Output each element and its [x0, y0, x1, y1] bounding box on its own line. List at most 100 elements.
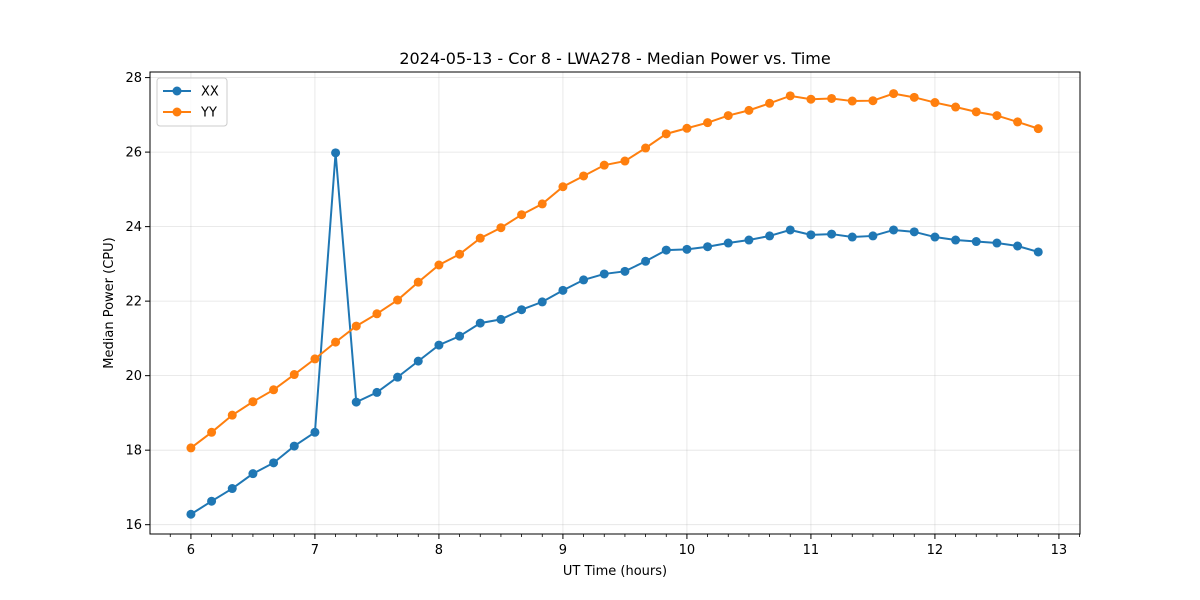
data-point-xx: [641, 256, 651, 266]
legend-label-xx: XX: [201, 85, 219, 100]
data-point-xx: [310, 427, 320, 437]
data-point-xx: [227, 484, 237, 494]
data-point-yy: [992, 111, 1002, 121]
data-point-yy: [393, 295, 403, 305]
data-point-xx: [537, 297, 547, 307]
data-point-xx: [971, 237, 981, 247]
data-point-yy: [723, 111, 733, 121]
legend: XX YY: [156, 77, 228, 127]
x-tick-label: 7: [311, 543, 319, 558]
y-tick-label: 16: [125, 518, 142, 533]
series-line-xx: [190, 152, 1039, 516]
data-point-yy: [186, 443, 196, 453]
data-point-yy: [661, 129, 671, 139]
data-point-yy: [434, 260, 444, 270]
data-point-yy: [496, 223, 506, 233]
data-point-yy: [1033, 124, 1043, 134]
y-tick-label: 20: [125, 369, 142, 384]
data-point-yy: [558, 182, 568, 192]
data-point-xx: [289, 441, 299, 451]
data-point-yy: [579, 171, 589, 181]
data-point-xx: [248, 469, 258, 479]
data-point-xx: [703, 242, 713, 252]
data-point-yy: [372, 309, 382, 319]
data-point-xx: [744, 235, 754, 245]
legend-label-yy: YY: [200, 106, 217, 121]
data-point-xx: [455, 331, 465, 341]
data-point-xx: [992, 238, 1002, 248]
legend-marker-yy: [172, 107, 182, 117]
data-point-xx: [661, 245, 671, 255]
data-point-yy: [248, 397, 258, 407]
data-point-yy: [475, 233, 485, 243]
data-point-yy: [1013, 117, 1023, 127]
data-point-xx: [868, 231, 878, 241]
legend-marker-xx: [172, 86, 182, 96]
x-tick-label: 10: [679, 543, 696, 558]
data-point-xx: [889, 225, 899, 235]
grid-layer: [150, 72, 1080, 534]
data-point-yy: [351, 321, 361, 331]
data-point-yy: [930, 98, 940, 108]
data-point-xx: [207, 496, 217, 506]
data-point-xx: [847, 232, 857, 242]
x-tick-label: 13: [1051, 543, 1068, 558]
data-point-yy: [703, 118, 713, 128]
series-yy: [186, 89, 1043, 453]
data-point-yy: [537, 199, 547, 209]
data-point-xx: [186, 509, 196, 519]
data-point-yy: [620, 156, 630, 166]
data-point-yy: [744, 105, 754, 115]
data-point-xx: [909, 227, 919, 237]
data-point-xx: [372, 387, 382, 397]
data-point-yy: [868, 96, 878, 106]
data-point-yy: [682, 123, 692, 133]
data-point-xx: [599, 269, 609, 279]
data-point-yy: [951, 102, 961, 112]
data-point-yy: [806, 94, 816, 104]
data-point-xx: [558, 285, 568, 295]
x-axis-label: UT Time (hours): [563, 564, 667, 579]
data-point-xx: [723, 238, 733, 248]
data-point-yy: [289, 370, 299, 380]
data-point-yy: [269, 385, 279, 395]
y-tick-label: 28: [125, 71, 142, 86]
data-point-xx: [951, 235, 961, 245]
data-point-xx: [517, 305, 527, 315]
data-point-xx: [765, 231, 775, 241]
data-point-xx: [620, 266, 630, 276]
data-point-yy: [455, 249, 465, 259]
data-point-yy: [971, 107, 981, 117]
data-point-yy: [517, 210, 527, 220]
ticks-layer: 6 7 8 9 10 11 12 13 16 18 20 22 24 26 28: [125, 71, 1080, 558]
x-tick-label: 6: [187, 543, 195, 558]
data-point-xx: [434, 340, 444, 350]
x-tick-label: 8: [435, 543, 443, 558]
data-point-xx: [475, 318, 485, 328]
y-tick-label: 26: [125, 146, 142, 161]
data-point-xx: [351, 397, 361, 407]
x-tick-label: 9: [559, 543, 567, 558]
data-point-xx: [827, 229, 837, 239]
data-point-yy: [785, 91, 795, 101]
data-point-yy: [599, 160, 609, 170]
plot-frame: [149, 71, 1081, 535]
data-point-yy: [909, 92, 919, 102]
data-point-xx: [785, 225, 795, 235]
data-point-xx: [1013, 241, 1023, 251]
data-point-yy: [889, 89, 899, 99]
chart-title: 2024-05-13 - Cor 8 - LWA278 - Median Pow…: [399, 49, 830, 68]
data-point-yy: [827, 93, 837, 103]
data-point-xx: [806, 230, 816, 240]
data-point-xx: [413, 356, 423, 366]
data-point-xx: [269, 458, 279, 468]
data-point-xx: [1033, 247, 1043, 257]
data-point-yy: [413, 277, 423, 287]
data-point-xx: [930, 232, 940, 242]
series-xx: [186, 148, 1043, 519]
data-point-yy: [331, 337, 341, 347]
data-point-xx: [682, 244, 692, 254]
y-tick-label: 22: [125, 295, 142, 310]
data-point-xx: [496, 314, 506, 324]
